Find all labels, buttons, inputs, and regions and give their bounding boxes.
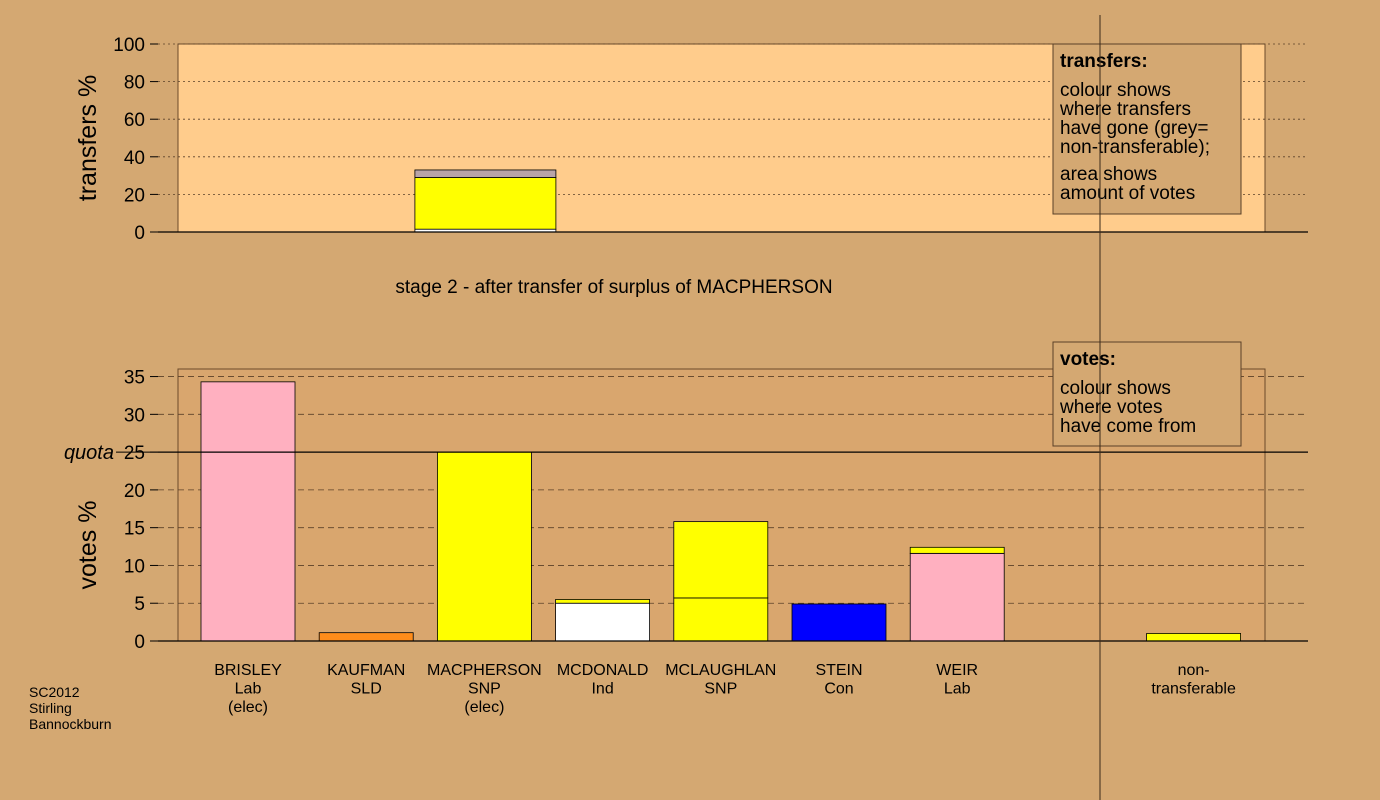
x-tick-label: transferable <box>1151 681 1236 698</box>
y-tick-label: 0 <box>134 632 145 653</box>
x-tick-label: Con <box>824 681 853 698</box>
y-axis-label: transfers % <box>74 75 102 201</box>
bar-segment <box>436 451 532 642</box>
legend-box <box>1052 43 1242 215</box>
bar-segment <box>318 632 414 642</box>
x-tick-label: SLD <box>351 681 382 698</box>
y-tick-label: 40 <box>124 148 145 169</box>
bar-segment <box>909 546 1005 554</box>
y-tick-label: 0 <box>134 223 145 244</box>
bar-segment <box>791 603 887 642</box>
x-tick-label: KAUFMAN <box>327 662 405 679</box>
y-tick-label: 80 <box>124 73 145 94</box>
x-tick-label: Lab <box>944 681 971 698</box>
x-tick-label: (elec) <box>464 699 504 716</box>
chart-title: stage 2 - after transfer of surplus of M… <box>395 277 832 298</box>
legend-text: area shows <box>1060 164 1157 185</box>
y-tick-label: 35 <box>124 368 145 389</box>
y-tick-label: 20 <box>124 185 145 206</box>
x-tick-label: BRISLEY <box>214 662 282 679</box>
quota-label: quota <box>64 442 114 464</box>
y-axis-label: votes % <box>74 501 102 590</box>
bar-segment <box>673 521 769 599</box>
legend-box <box>1052 341 1242 447</box>
footer-text: Stirling <box>29 700 72 716</box>
legend-text: colour shows <box>1060 378 1171 399</box>
y-tick-label: 15 <box>124 519 145 540</box>
bar-segment <box>200 381 296 642</box>
legend-title: transfers: <box>1060 51 1148 72</box>
legend-text: have gone (grey= <box>1060 118 1208 139</box>
y-tick-label: 10 <box>124 556 145 577</box>
y-tick-label: 100 <box>113 35 145 56</box>
bar-segment <box>414 169 557 178</box>
y-tick-label: 60 <box>124 110 145 131</box>
bar-segment <box>555 602 650 642</box>
bar-segment <box>1146 633 1241 642</box>
x-tick-label: SNP <box>704 681 737 698</box>
legend-text: amount of votes <box>1060 183 1195 204</box>
y-tick-label: 5 <box>134 594 145 615</box>
bar-segment <box>909 552 1005 642</box>
bar-segment <box>555 599 650 604</box>
x-tick-label: SNP <box>468 681 501 698</box>
y-tick-label: 20 <box>124 481 145 502</box>
y-tick-label: 25 <box>124 443 145 464</box>
x-tick-label: non- <box>1178 662 1210 679</box>
x-tick-label: Ind <box>591 681 613 698</box>
x-tick-label: MACPHERSON <box>427 662 542 679</box>
legend-title: votes: <box>1060 349 1116 370</box>
bar-segment <box>673 597 769 642</box>
footer-text: SC2012 <box>29 684 80 700</box>
y-tick-label: 30 <box>124 405 145 426</box>
x-tick-label: Lab <box>235 681 262 698</box>
legend-text: colour shows <box>1060 80 1171 101</box>
legend-text: where transfers <box>1059 99 1191 120</box>
bar-segment <box>414 177 557 230</box>
legend-text: non-transferable); <box>1060 137 1210 158</box>
x-tick-label: WEIR <box>936 662 978 679</box>
x-tick-label: (elec) <box>228 699 268 716</box>
x-tick-label: STEIN <box>815 662 862 679</box>
footer-text: Bannockburn <box>29 716 112 732</box>
legend-text: have come from <box>1060 416 1196 437</box>
legend-text: where votes <box>1059 397 1162 418</box>
x-tick-label: MCDONALD <box>557 662 649 679</box>
x-tick-label: MCLAUGHLAN <box>665 662 776 679</box>
